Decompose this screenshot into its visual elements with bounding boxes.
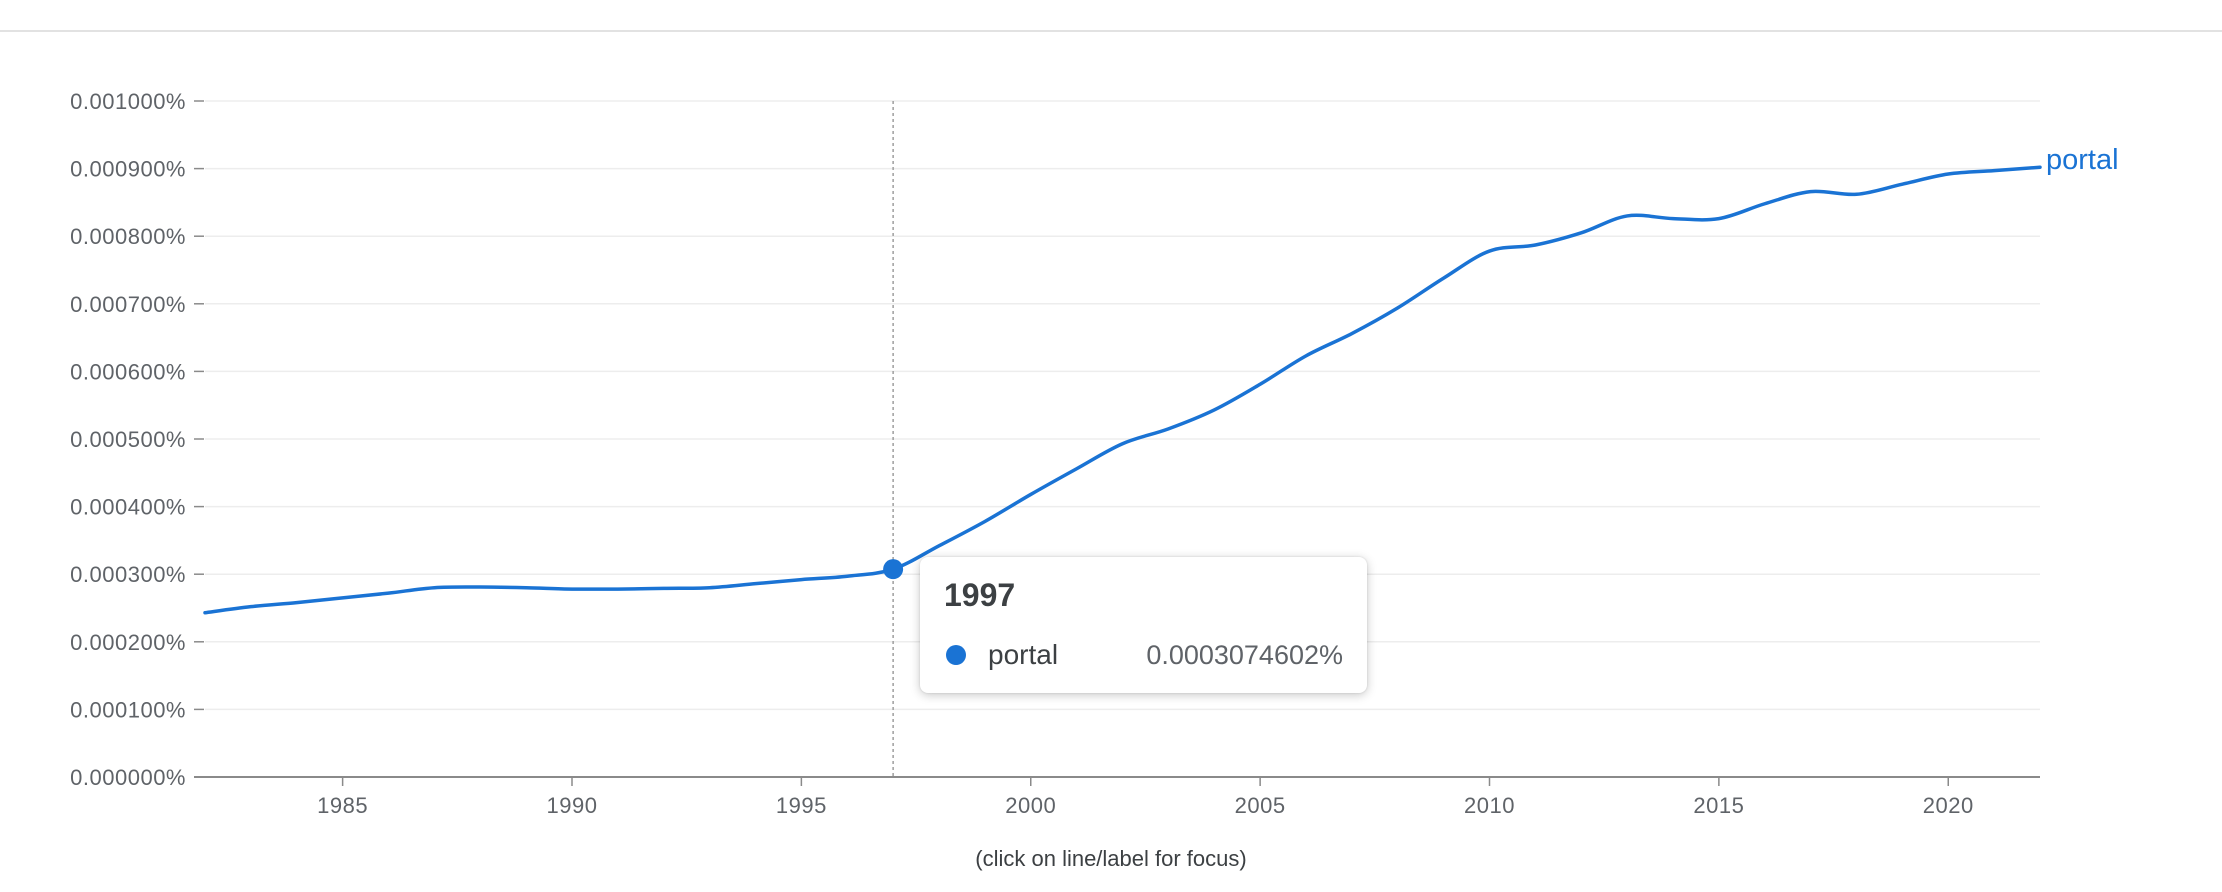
x-axis: 1985 1990 1995 2000 2005 2010 2015 2020 bbox=[194, 776, 2040, 818]
y-tick-label: 0.001000% bbox=[70, 89, 186, 114]
series-dot-icon bbox=[946, 645, 966, 665]
x-tick-label: 1990 bbox=[547, 793, 598, 818]
y-tick-label: 0.000800% bbox=[70, 224, 186, 249]
x-tick-label: 1995 bbox=[776, 793, 827, 818]
series-line-portal[interactable] bbox=[203, 165, 2042, 615]
y-tick-label: 0.000300% bbox=[70, 562, 186, 587]
series-label-portal[interactable]: portal bbox=[2046, 144, 2119, 176]
y-tick-label: 0.000000% bbox=[70, 765, 186, 790]
y-tick-label: 0.000600% bbox=[70, 359, 186, 384]
y-tick-label: 0.000100% bbox=[70, 697, 186, 722]
y-tick-label: 0.000900% bbox=[70, 157, 186, 182]
tooltip-series-value: 0.0003074602% bbox=[1146, 639, 1343, 670]
y-tick-label: 0.000700% bbox=[70, 292, 186, 317]
hover-point-marker bbox=[883, 559, 904, 580]
top-divider bbox=[0, 0, 2222, 32]
x-tick-label: 2010 bbox=[1464, 793, 1515, 818]
tooltip-series-row: portal 0.0003074602% bbox=[944, 639, 1343, 671]
x-tick-label: 1985 bbox=[317, 793, 368, 818]
gridlines bbox=[205, 100, 2040, 711]
x-tick-label: 2005 bbox=[1235, 793, 1286, 818]
focus-hint: (click on line/label for focus) bbox=[975, 846, 1247, 871]
y-tick-label: 0.000400% bbox=[70, 495, 186, 520]
x-tick-label: 2015 bbox=[1693, 793, 1744, 818]
y-axis: 0.000000% 0.000100% 0.000200% 0.000300% 0.00… bbox=[70, 89, 204, 790]
hover-tooltip: 1997 portal 0.0003074602% bbox=[920, 557, 1367, 693]
hover-point-layer bbox=[883, 559, 904, 580]
series-layer[interactable]: portal bbox=[203, 144, 2119, 615]
tooltip-year: 1997 bbox=[944, 577, 1016, 613]
tooltip-series-name: portal bbox=[988, 639, 1059, 670]
x-tick-label: 2020 bbox=[1923, 793, 1974, 818]
y-tick-label: 0.000500% bbox=[70, 427, 186, 452]
y-tick-label: 0.000200% bbox=[70, 630, 186, 655]
x-tick-label: 2000 bbox=[1005, 793, 1056, 818]
